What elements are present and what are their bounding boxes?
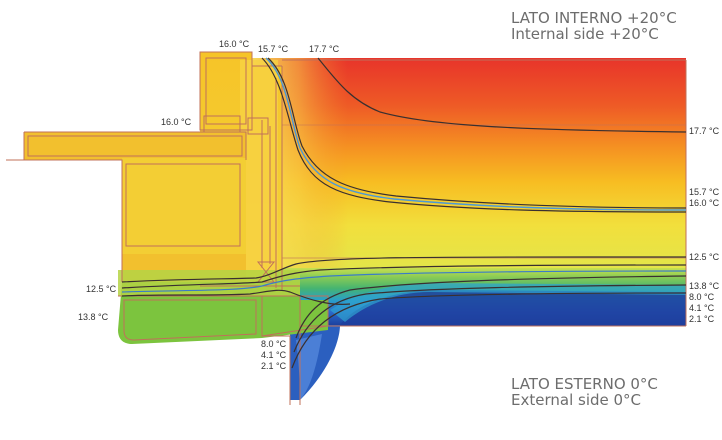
green-profile-outline (123, 299, 257, 341)
outline-j (261, 295, 329, 337)
isotherm-inner (121, 289, 351, 305)
frame-clip-outline-2 (247, 117, 269, 135)
label-right-12-5: 12.5 °C (689, 252, 720, 262)
label-top-16-0: 16.0 °C (219, 39, 250, 49)
isotherm-13-8 (121, 264, 687, 289)
isotherm-highlight (265, 57, 687, 211)
frame-outline-inner (205, 57, 247, 125)
green-band (118, 270, 300, 296)
label-frame-16-0: 16.0 °C (161, 117, 192, 127)
sill-outline-top (24, 131, 247, 160)
blue-zone (340, 290, 686, 326)
label-left-12-5: 12.5 °C (86, 284, 117, 294)
sill-outline-inner (27, 135, 243, 157)
label-bottom-4-1: 4.1 °C (261, 350, 287, 360)
label-top-17-7: 17.7 °C (309, 44, 340, 54)
label-right-15-7: 15.7 °C (689, 187, 720, 197)
label-right-13-8: 13.8 °C (689, 281, 720, 291)
internal-side-title: LATO INTERNO +20°C Internal side +20°C (511, 10, 677, 42)
label-right-4-1: 4.1 °C (689, 303, 715, 313)
isotherm-4-1 (293, 284, 687, 353)
label-bottom-8-0: 8.0 °C (261, 339, 287, 349)
external-side-title-it: LATO ESTERNO 0°C (511, 375, 658, 393)
isotherm-15-7 (261, 57, 687, 213)
sill-body-outline (125, 163, 241, 247)
isotherm-8-0 (295, 275, 687, 339)
label-bottom-2-1: 2.1 °C (261, 361, 287, 371)
internal-side-title-it: LATO INTERNO +20°C (511, 9, 677, 27)
label-right-2-1: 2.1 °C (689, 314, 715, 324)
isotherm-highlight-lower (121, 270, 687, 293)
external-side-title-en: External side 0°C (511, 391, 642, 409)
green-profile (118, 282, 328, 344)
label-right-8-0: 8.0 °C (689, 292, 715, 302)
isotherm-2-1 (291, 292, 687, 369)
sill-body (122, 158, 246, 254)
outline-k (262, 335, 291, 405)
internal-side-title-en: Internal side +20°C (511, 25, 659, 43)
frame-outline (199, 51, 253, 131)
label-left-13-8: 13.8 °C (78, 312, 109, 322)
frame-clip-outline (203, 115, 241, 133)
isotherm-16-0 (267, 57, 687, 209)
cold-bulb-inner (296, 334, 322, 400)
label-right-17-7: 17.7 °C (689, 126, 720, 136)
external-side-title: LATO ESTERNO 0°C External side 0°C (511, 376, 658, 408)
wall-outline (6, 159, 123, 282)
isotherm-12-5 (121, 256, 687, 283)
bead-outline (256, 261, 276, 273)
label-top-15-7: 15.7 °C (258, 44, 289, 54)
isotherm-17-7 (317, 57, 687, 133)
label-right-16-0: 16.0 °C (689, 198, 720, 208)
